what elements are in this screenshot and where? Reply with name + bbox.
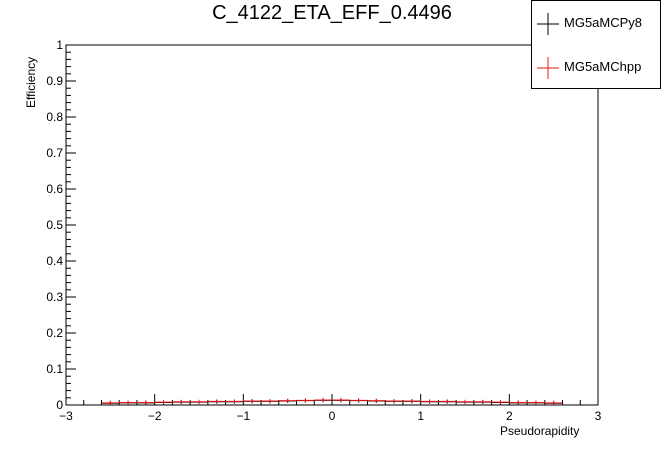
legend-label: MG5aMCPy8 xyxy=(564,15,643,30)
legend-marker-red xyxy=(537,57,559,79)
legend-marker-black xyxy=(537,13,559,35)
y-tick-label: 0.4 xyxy=(46,254,63,268)
x-tick-label: 0 xyxy=(329,409,336,423)
y-tick-label: 0.3 xyxy=(46,290,63,304)
y-tick-label: 0.5 xyxy=(46,218,63,232)
y-tick-label: 0.8 xyxy=(46,110,63,124)
y-tick-label: 0 xyxy=(56,398,63,412)
x-tick-label: 1 xyxy=(417,409,424,423)
y-axis-label: Efficiency xyxy=(24,56,38,108)
legend-label: MG5aMChpp xyxy=(564,59,642,74)
x-tick-label: 2 xyxy=(506,409,513,423)
legend-entry-2: MG5aMChpp xyxy=(532,52,662,82)
y-tick-label: 1 xyxy=(56,38,63,52)
chart-title: C_4122_ETA_EFF_0.4496 xyxy=(212,2,452,24)
y-tick-label: 0.6 xyxy=(46,182,63,196)
legend-entry-1: MG5aMCPy8 xyxy=(532,8,662,38)
y-tick-label: 0.7 xyxy=(46,146,63,160)
y-tick-label: 0.9 xyxy=(46,74,63,88)
x-tick-label: −3 xyxy=(59,409,73,423)
y-tick-label: 0.2 xyxy=(46,326,63,340)
x-tick-label: −1 xyxy=(236,409,250,423)
plot-frame xyxy=(65,44,599,406)
x-tick-label: 3 xyxy=(595,409,602,423)
x-axis-label: Pseudorapidity xyxy=(500,424,580,438)
x-tick-label: −2 xyxy=(148,409,162,423)
y-tick-label: 0.1 xyxy=(46,362,63,376)
legend: MG5aMCPy8 MG5aMChpp xyxy=(531,0,661,89)
